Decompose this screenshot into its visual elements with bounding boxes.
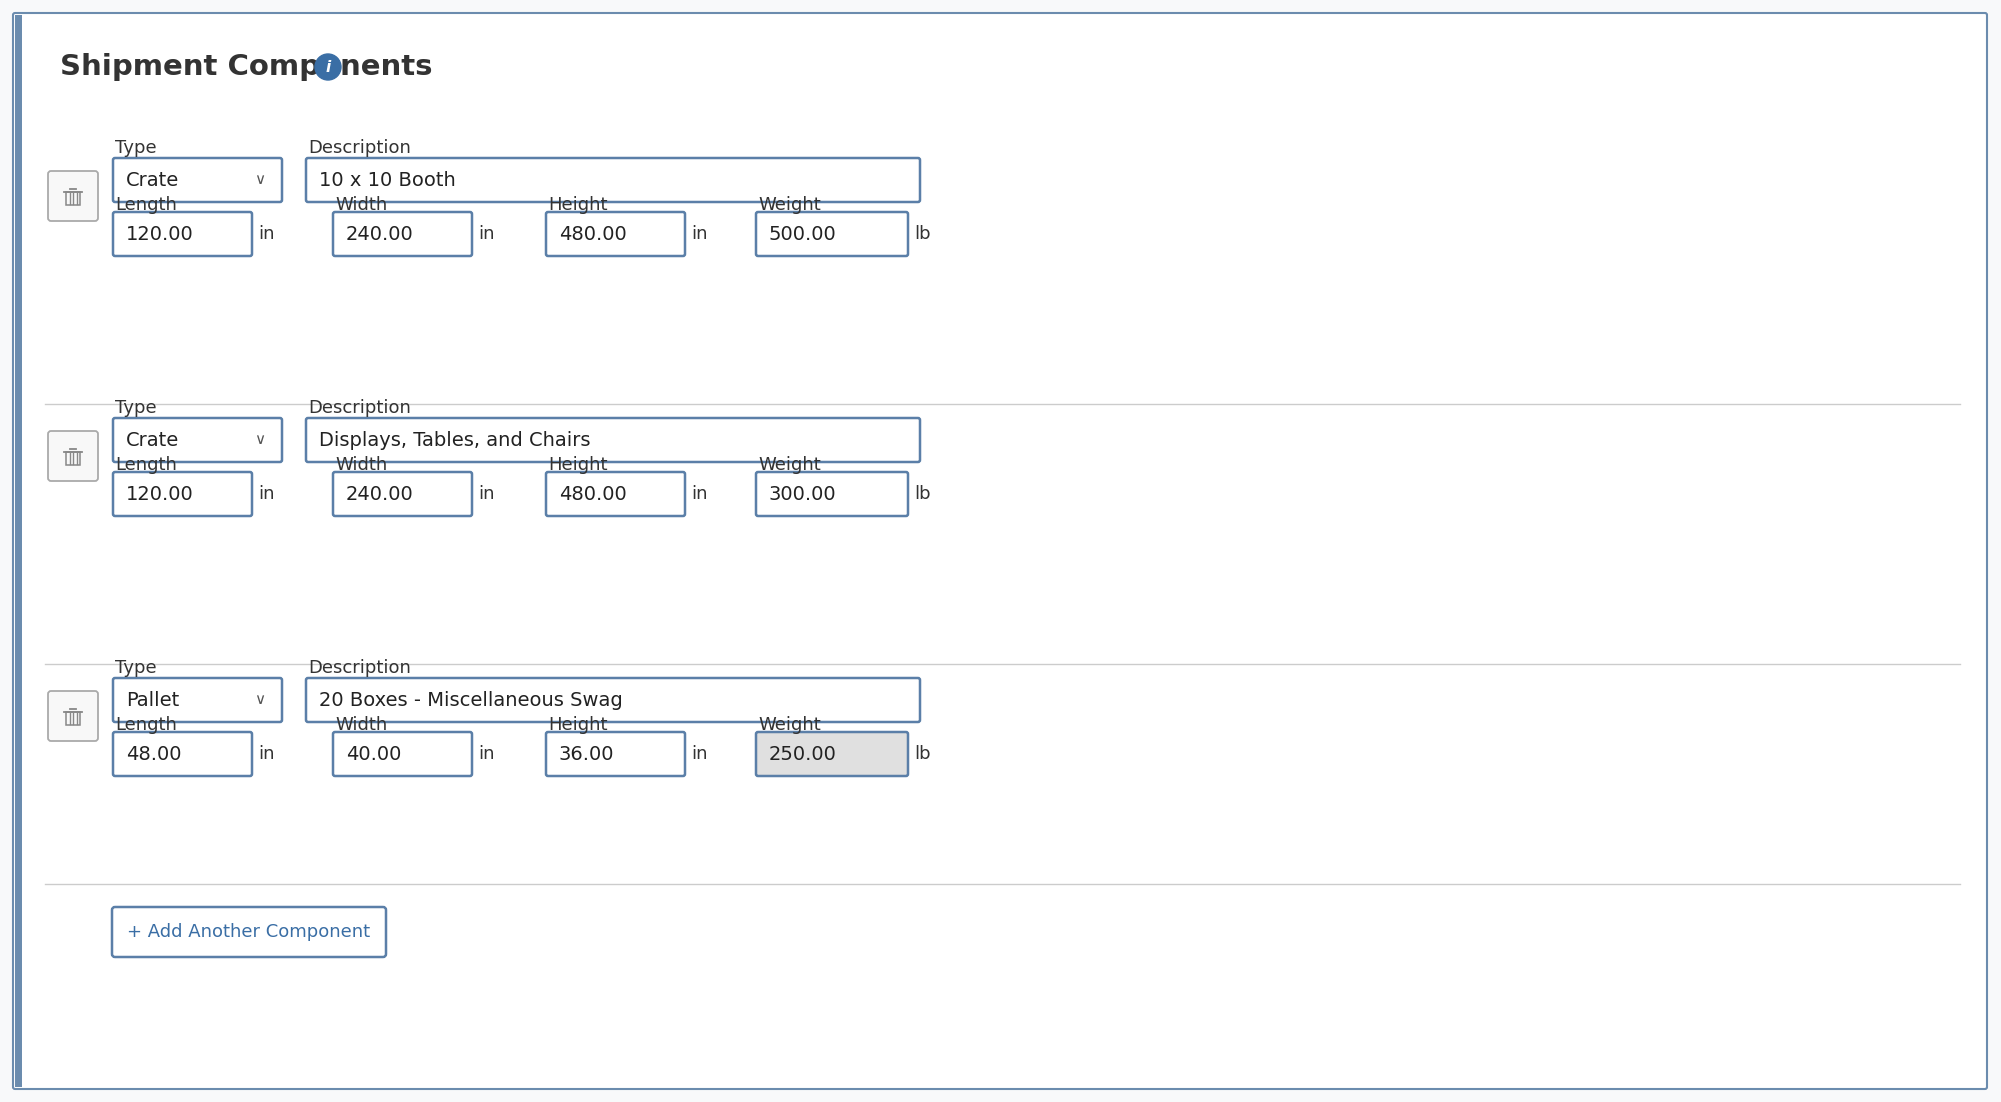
Text: 240.00: 240.00 [346,485,414,504]
Text: Width: Width [334,196,388,214]
FancyBboxPatch shape [12,13,1987,1089]
FancyBboxPatch shape [66,712,80,724]
FancyBboxPatch shape [48,171,98,222]
Text: Length: Length [114,456,176,474]
Text: Description: Description [308,659,410,677]
FancyBboxPatch shape [66,452,80,465]
Text: in: in [258,745,274,763]
Text: in: in [258,225,274,244]
Text: + Add Another Component: + Add Another Component [128,923,370,941]
Text: lb: lb [914,225,930,244]
Text: 480.00: 480.00 [558,225,626,244]
FancyBboxPatch shape [546,472,684,516]
Text: 480.00: 480.00 [558,485,626,504]
Text: 20 Boxes - Miscellaneous Swag: 20 Boxes - Miscellaneous Swag [318,691,622,710]
FancyBboxPatch shape [112,732,252,776]
Text: Description: Description [308,399,410,417]
Text: Height: Height [548,196,608,214]
Text: Crate: Crate [126,171,180,190]
Text: in: in [690,225,708,244]
FancyBboxPatch shape [756,212,908,256]
FancyBboxPatch shape [112,678,282,722]
Text: 250.00: 250.00 [768,745,836,764]
Text: ∨: ∨ [254,692,266,707]
Text: Displays, Tables, and Chairs: Displays, Tables, and Chairs [318,431,590,450]
Text: Length: Length [114,196,176,214]
Text: 300.00: 300.00 [768,485,836,504]
Text: i: i [326,60,330,75]
Text: Type: Type [114,399,156,417]
Text: Weight: Weight [758,196,820,214]
Text: 48.00: 48.00 [126,745,182,764]
FancyBboxPatch shape [112,907,386,957]
Text: 240.00: 240.00 [346,225,414,244]
FancyBboxPatch shape [48,431,98,480]
FancyBboxPatch shape [112,472,252,516]
FancyBboxPatch shape [546,732,684,776]
Text: in: in [478,225,494,244]
Circle shape [314,54,340,80]
FancyBboxPatch shape [756,732,908,776]
Text: Pallet: Pallet [126,691,180,710]
Text: in: in [258,485,274,503]
FancyBboxPatch shape [332,732,472,776]
Text: Type: Type [114,139,156,156]
FancyBboxPatch shape [66,192,80,205]
Text: 10 x 10 Booth: 10 x 10 Booth [318,171,456,190]
FancyBboxPatch shape [112,212,252,256]
Text: Width: Width [334,716,388,734]
Text: ∨: ∨ [254,173,266,187]
Text: in: in [478,485,494,503]
FancyBboxPatch shape [546,212,684,256]
Text: lb: lb [914,485,930,503]
Text: lb: lb [914,745,930,763]
Text: Type: Type [114,659,156,677]
Text: in: in [690,745,708,763]
FancyBboxPatch shape [306,418,920,462]
FancyBboxPatch shape [112,418,282,462]
FancyBboxPatch shape [332,472,472,516]
Text: Length: Length [114,716,176,734]
FancyBboxPatch shape [48,691,98,741]
Text: Width: Width [334,456,388,474]
Text: ∨: ∨ [254,432,266,447]
FancyBboxPatch shape [332,212,472,256]
Text: 120.00: 120.00 [126,225,194,244]
FancyBboxPatch shape [14,15,22,1087]
Text: Height: Height [548,456,608,474]
FancyBboxPatch shape [756,472,908,516]
Text: in: in [690,485,708,503]
Text: Description: Description [308,139,410,156]
Text: Weight: Weight [758,456,820,474]
Text: Crate: Crate [126,431,180,450]
Text: 36.00: 36.00 [558,745,614,764]
Text: Shipment Components: Shipment Components [60,53,432,82]
FancyBboxPatch shape [306,158,920,202]
Text: 120.00: 120.00 [126,485,194,504]
Text: Weight: Weight [758,716,820,734]
Text: Height: Height [548,716,608,734]
FancyBboxPatch shape [112,158,282,202]
Text: 40.00: 40.00 [346,745,402,764]
Text: 500.00: 500.00 [768,225,836,244]
Text: in: in [478,745,494,763]
FancyBboxPatch shape [306,678,920,722]
